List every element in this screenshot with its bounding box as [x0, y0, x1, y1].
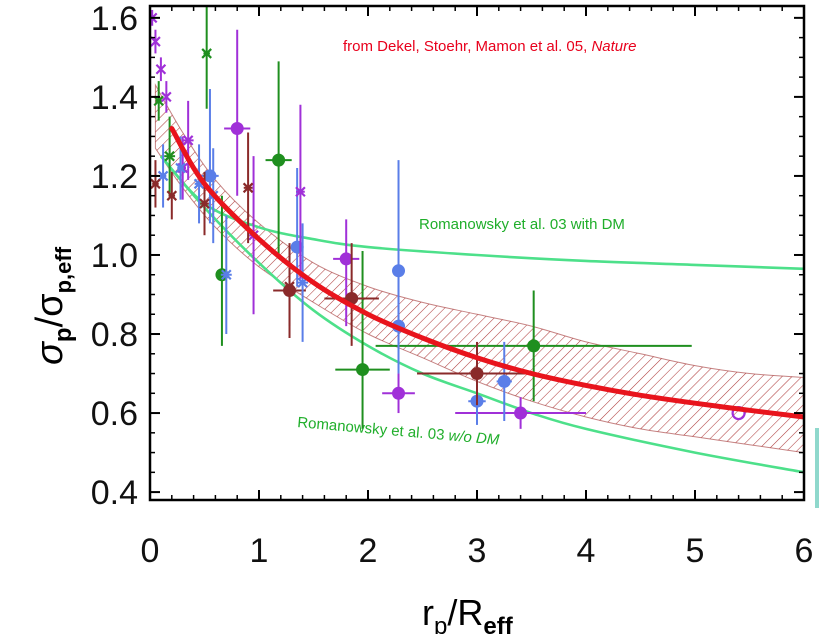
blue-circles-point-5	[496, 341, 512, 421]
green-circles-point-3	[375, 290, 692, 402]
marker-cross	[150, 178, 161, 190]
purple-circles-point-2	[382, 373, 415, 414]
x-tick-label-3: 3	[468, 532, 487, 570]
marker-cross	[182, 135, 194, 146]
model-curve-layer	[169, 126, 804, 420]
green-crosses-point-0	[201, 6, 212, 109]
y-axis-title: σp/σp,eff	[29, 246, 77, 365]
marker-cross	[150, 36, 161, 47]
x-tick-label-2: 2	[359, 532, 378, 570]
purple-crosses-point-4	[182, 100, 194, 180]
blue-crosses-point-0	[157, 144, 169, 208]
marker-circle	[497, 374, 511, 388]
x-axis-title: rp/Reff	[422, 592, 514, 634]
annotation-credit: from Dekel, Stoehr, Mamon et al. 05, Nat…	[343, 38, 636, 55]
marker-cross	[155, 63, 167, 75]
green-circles-point-2	[335, 251, 390, 429]
purple-crosses-point-3	[161, 81, 172, 113]
brown-circles-point-2	[417, 341, 537, 406]
marker-cross	[161, 91, 172, 103]
green-crosses-point-2	[164, 116, 176, 196]
purple-circles-point-0	[224, 29, 251, 196]
marker-cross	[221, 269, 232, 281]
x-tick-label-4: 4	[577, 532, 596, 570]
x-tick-label-0: 0	[141, 532, 160, 570]
simulation-spread	[154, 83, 804, 454]
marker-cross	[175, 162, 186, 174]
marker-cross	[284, 281, 295, 292]
marker-cross	[164, 150, 175, 162]
y-tick-label-1.4: 1.4	[91, 79, 138, 117]
brown-crosses-point-0	[150, 160, 161, 208]
purple-crosses-point-2	[155, 57, 167, 82]
marker-circle	[392, 264, 406, 278]
y-tick-label-0.4: 0.4	[91, 474, 138, 512]
y-tick-label-1.6: 1.6	[91, 0, 138, 38]
model-band-layer	[154, 83, 804, 454]
marker-circle	[339, 252, 353, 266]
marker-circle	[272, 153, 286, 167]
simulation-mean	[169, 126, 804, 420]
y-tick-label-0.8: 0.8	[91, 316, 138, 354]
purple-crosses-point-6	[295, 104, 306, 279]
axis-ticks	[149, 6, 805, 500]
green-circles-point-1	[265, 61, 292, 259]
data-points-layer	[150, 6, 746, 429]
annotation-without-dm: Romanowsky et al. 03 w/o DM	[297, 414, 501, 449]
brown-crosses-point-1	[166, 171, 178, 220]
marker-circle	[514, 406, 528, 420]
marker-circle	[527, 339, 541, 353]
marker-circle	[356, 363, 370, 377]
y-tick-label-0.6: 0.6	[91, 395, 138, 433]
marker-cross	[166, 190, 178, 201]
brown-crosses-point-4	[284, 247, 295, 327]
romanowsky-with-dm	[159, 155, 804, 271]
x-tick-label-1: 1	[250, 532, 269, 570]
marker-cross	[199, 198, 210, 209]
marker-cross	[201, 48, 212, 59]
purple-circles-point-1	[333, 219, 360, 327]
brown-crosses-point-3	[242, 132, 254, 244]
y-tick-label-1.0: 1.0	[91, 237, 138, 275]
marker-circle	[470, 367, 484, 381]
marker-circle	[230, 122, 244, 136]
x-tick-label-6: 6	[795, 532, 814, 570]
x-tick-label-5: 5	[686, 532, 705, 570]
annotation-with-dm: Romanowsky et al. 03 with DM	[419, 216, 625, 233]
purple-crosses-point-1	[150, 29, 161, 54]
marker-cross	[295, 186, 306, 198]
marker-cross	[242, 182, 254, 194]
marker-circle	[392, 386, 406, 400]
blue-crosses-point-4	[220, 215, 232, 335]
marker-cross	[157, 170, 169, 182]
y-tick-label-1.2: 1.2	[91, 158, 138, 196]
